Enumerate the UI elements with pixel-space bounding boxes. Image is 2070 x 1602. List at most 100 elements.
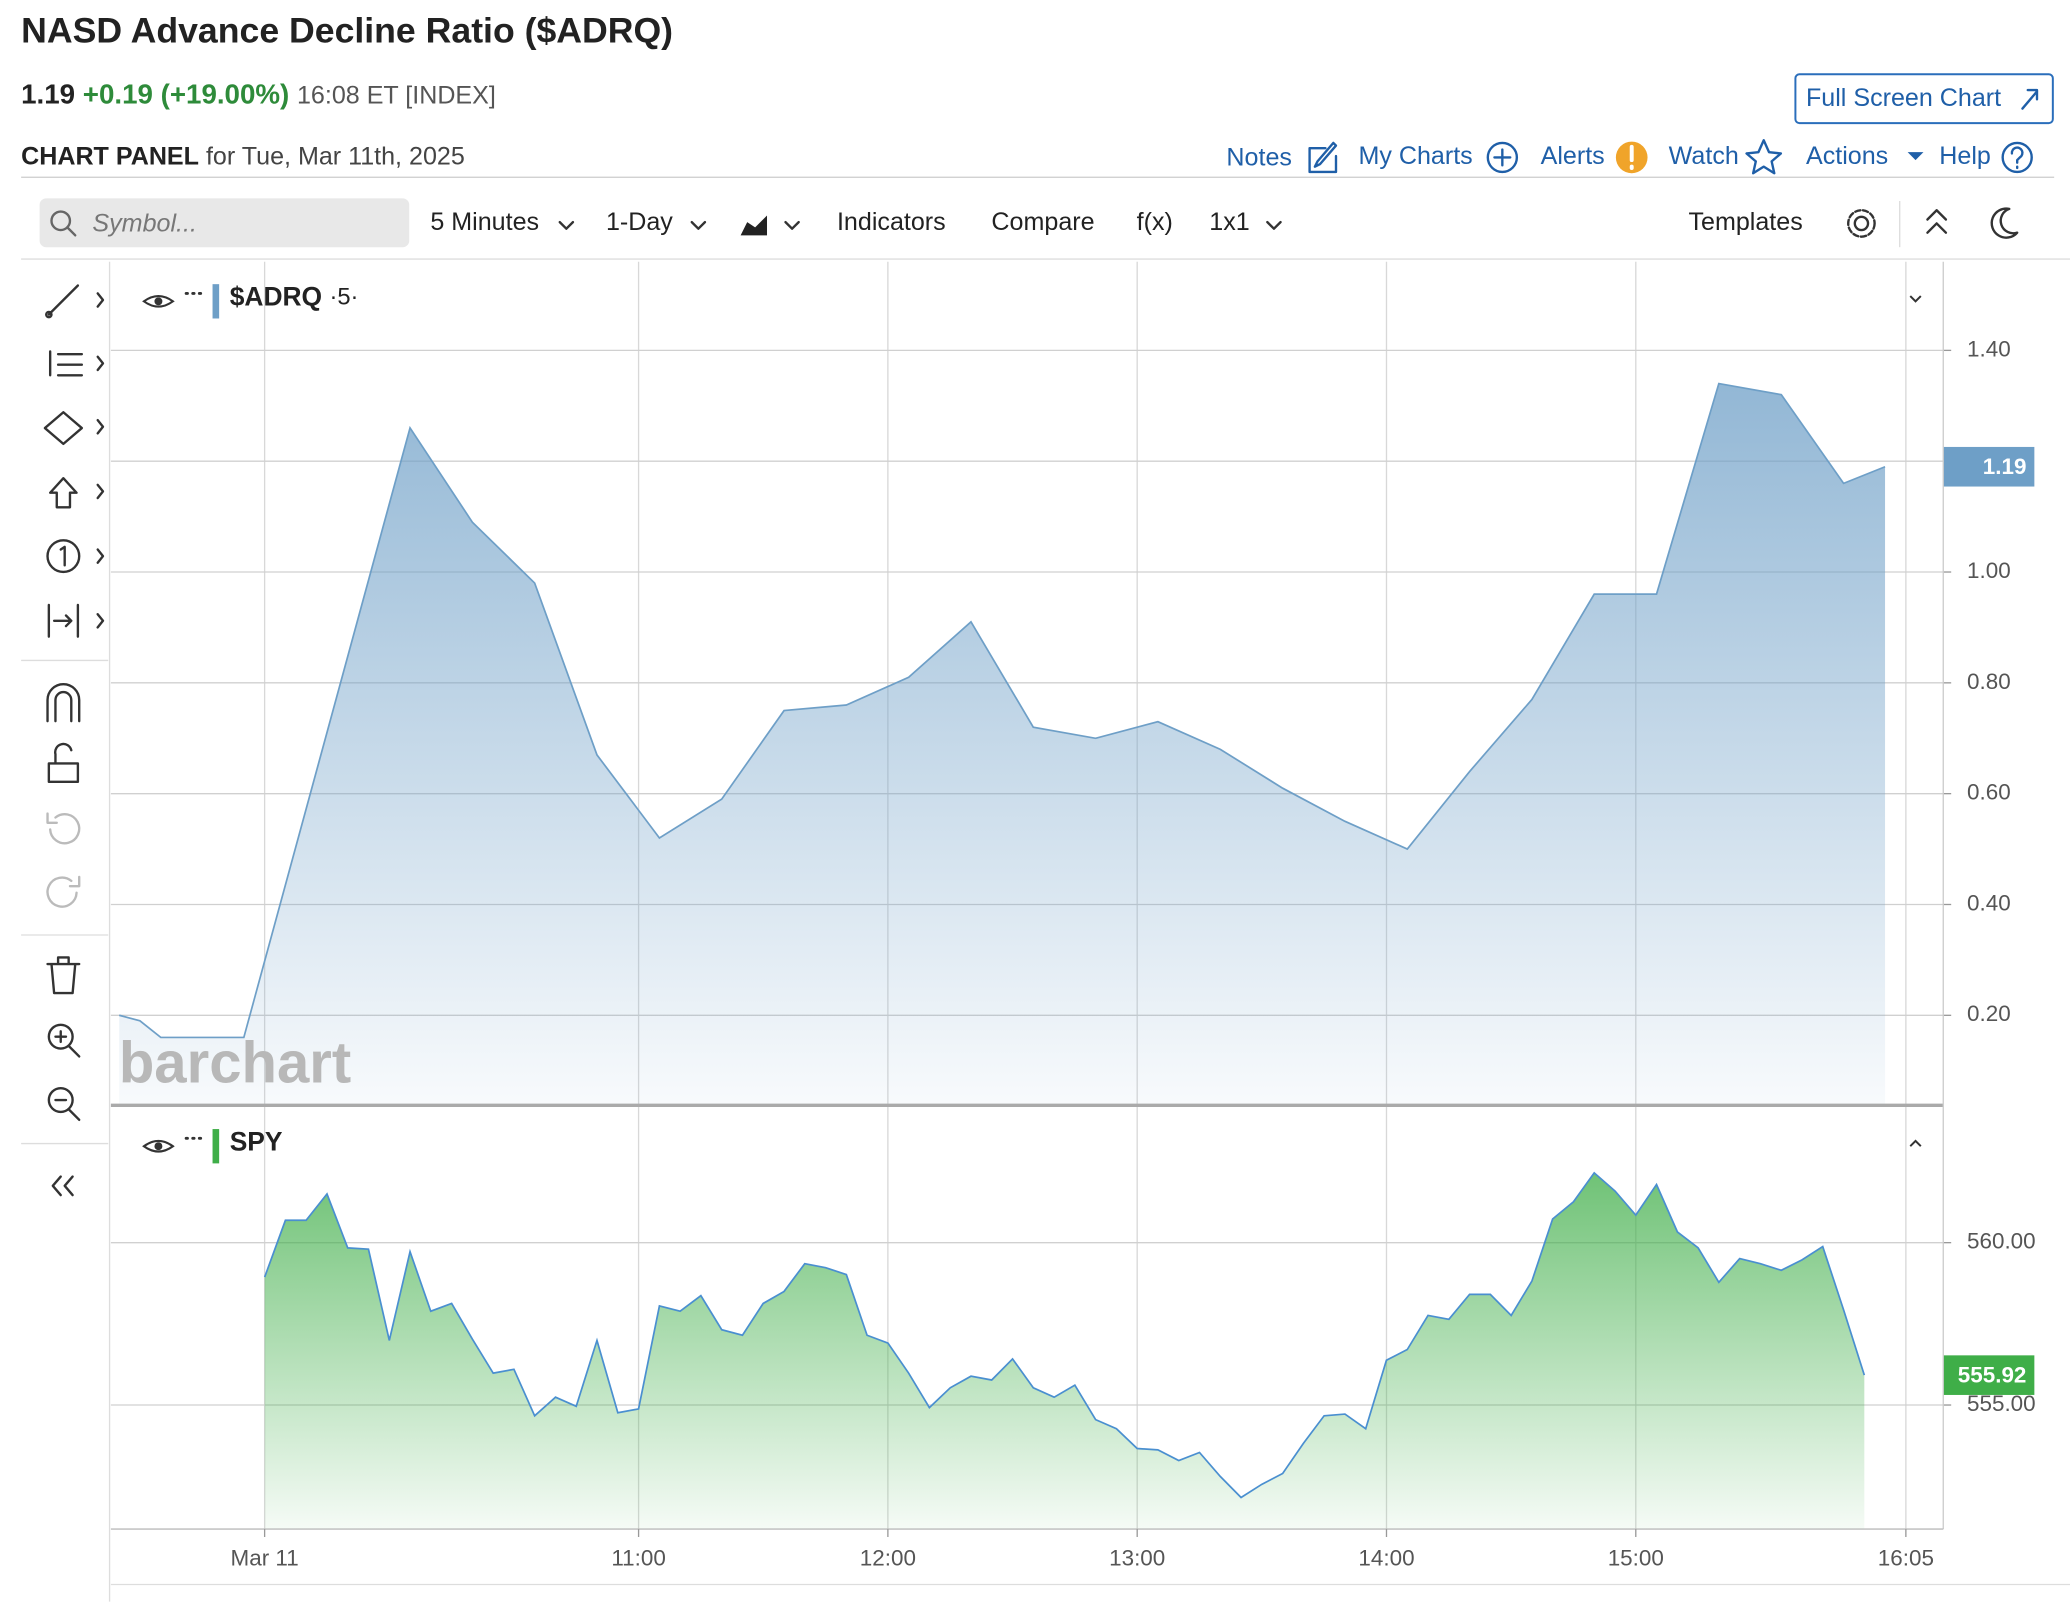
my-charts-icon[interactable] (1486, 141, 1519, 174)
legend-symbol: SPY (230, 1127, 283, 1157)
interval-menu[interactable]: 5 Minutes (430, 208, 539, 236)
arrow-tool[interactable] (48, 477, 105, 509)
watch-icon[interactable] (1745, 139, 1783, 175)
y-tick-label: 1.00 (1967, 558, 2011, 583)
label-mark (59, 545, 105, 567)
quote: 1.19 +0.19 (+19.00%) 16:08 ET [INDEX] (21, 79, 496, 110)
x-tick-label: 16:05 (1878, 1545, 1934, 1570)
zoom-out[interactable] (47, 1086, 74, 1114)
legend-label: $ADRQ ·5· (230, 282, 359, 312)
shape-tool[interactable] (43, 411, 105, 446)
magnet-tool[interactable] (46, 682, 81, 723)
visibility-pupil (154, 297, 163, 306)
x-tick-label: 15:00 (1608, 1545, 1664, 1570)
zoom-in-mark (54, 1030, 81, 1058)
fib-tool[interactable] (48, 350, 105, 377)
redo[interactable] (46, 875, 81, 908)
full-screen-button[interactable] (1794, 73, 2054, 125)
settings-icon[interactable] (1853, 215, 1870, 232)
indicators-button[interactable]: Indicators (837, 208, 946, 236)
collapse-icon[interactable] (1926, 209, 1948, 234)
last-value-label: 555.92 (1958, 1362, 2027, 1387)
zoom-in[interactable] (47, 1023, 74, 1050)
y-tick-label: 0.60 (1967, 780, 2011, 805)
last-price: 1.19 (21, 79, 75, 110)
caret (784, 220, 800, 230)
collapse-sidebar[interactable] (51, 1175, 74, 1197)
link-my-charts[interactable]: My Charts (1358, 142, 1472, 170)
last-value-badge (1943, 1355, 2035, 1395)
caret (690, 220, 707, 230)
panel-label: CHART PANEL (21, 142, 199, 170)
last-value-badge (1943, 446, 2035, 487)
y-tick-label: 555.00 (1967, 1391, 2036, 1416)
search-box[interactable] (39, 198, 410, 248)
series-line (263, 1171, 1866, 1499)
undo[interactable] (46, 812, 81, 845)
measure-tool[interactable] (47, 603, 105, 638)
legend-symbol: $ADRQ (230, 282, 322, 312)
link-alerts[interactable]: Alerts (1541, 142, 1605, 170)
external-icon (2021, 88, 2039, 110)
change: +0.19 (83, 79, 153, 110)
visibility-icon (142, 1139, 175, 1153)
link-notes[interactable]: Notes (1226, 143, 1292, 171)
area-fill (264, 1172, 1865, 1530)
visibility-pupil (154, 1142, 163, 1151)
legend-period: ·5· (329, 284, 358, 311)
zoom-out-mark (54, 1098, 81, 1122)
search-placeholder[interactable]: Symbol... (92, 209, 197, 237)
watermark: barchart (119, 1030, 351, 1095)
notes-icon[interactable] (1308, 141, 1338, 174)
y-tick-label: 560.00 (1967, 1229, 2036, 1254)
panel-date: for Tue, Mar 11th, 2025 (206, 142, 465, 170)
x-tick-label: 13:00 (1109, 1545, 1165, 1570)
compare-button[interactable]: Compare (991, 208, 1094, 236)
sidebar (21, 284, 109, 1197)
y-tick-label: 0.40 (1967, 890, 2011, 915)
series-line (118, 382, 1886, 1039)
link-actions[interactable]: Actions (1806, 142, 1888, 170)
actions-caret[interactable] (1907, 152, 1924, 161)
quote-time: 16:08 ET [INDEX] (297, 81, 496, 109)
full-screen-label[interactable]: Full Screen Chart (1806, 84, 2001, 112)
range-menu[interactable]: 1-Day (606, 208, 673, 236)
panel-heading: CHART PANEL for Tue, Mar 11th, 2025 (21, 142, 465, 170)
x-tick-label: 14:00 (1358, 1545, 1414, 1570)
settings-ring (1847, 209, 1876, 238)
fx-button[interactable]: f(x) (1137, 208, 1173, 236)
lock-tool[interactable] (47, 742, 80, 784)
help-icon[interactable] (2001, 141, 2033, 174)
x-tick-label: 11:00 (611, 1545, 665, 1570)
line-tool[interactable] (45, 284, 105, 319)
title: NASD Advance Decline Ratio ($ADRQ) (21, 11, 673, 51)
y-tick-label: 0.20 (1967, 1001, 2011, 1026)
link-help[interactable]: Help (1939, 142, 1991, 170)
search-handle (66, 226, 77, 237)
link-watch[interactable]: Watch (1669, 142, 1739, 170)
legend-label: SPY (230, 1127, 283, 1157)
change-pct: (+19.00%) (161, 79, 290, 110)
chart-type-icon[interactable] (740, 215, 768, 236)
visibility-icon (142, 294, 175, 308)
legend-swatch (212, 1129, 220, 1164)
templates-button[interactable]: Templates (1688, 208, 1802, 236)
plus-icon (1493, 148, 1512, 167)
last-value-label: 1.19 (1983, 454, 2027, 479)
x-tick-label: 12:00 (860, 1545, 916, 1570)
caret (1266, 220, 1282, 230)
delete-tool[interactable] (46, 956, 81, 995)
plot-area: 0.200.400.600.801.001.201.401.19$ADRQ ·5… (110, 261, 2070, 1586)
legend-swatch (212, 284, 220, 319)
x-tick-label: Mar 11 (231, 1545, 299, 1570)
label-tool[interactable] (46, 539, 81, 574)
search-icon (50, 210, 72, 232)
dark-mode-icon[interactable] (1990, 207, 2019, 239)
layout-menu[interactable]: 1x1 (1209, 208, 1249, 236)
panel-toggle (1909, 295, 1922, 303)
help-mark (2010, 146, 2024, 170)
panel-toggle (1909, 1139, 1922, 1147)
